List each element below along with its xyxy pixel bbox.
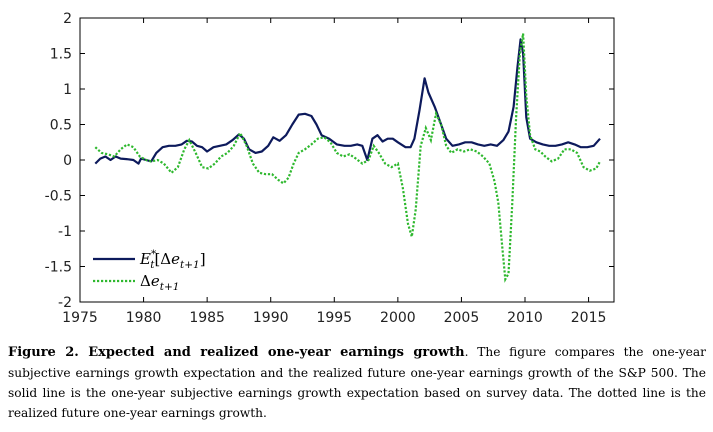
- y-tick-label: -2: [58, 295, 72, 311]
- caption-title: Figure 2. Expected and realized one-year…: [8, 345, 465, 360]
- x-tick-label: 1990: [253, 310, 289, 326]
- expected-growth-line: [94, 38, 601, 165]
- realized-growth-line: [94, 33, 601, 283]
- y-tick-label: 2: [63, 11, 72, 27]
- y-tick-label: -1.5: [45, 260, 72, 276]
- legend-label-realized: Δet+1: [140, 272, 179, 293]
- axis-ticks: [79, 17, 614, 303]
- x-tick-label: 2010: [507, 310, 543, 326]
- y-tick-label: -1: [58, 224, 72, 240]
- chart: 1975 1980 1985 1990 1995 2000 2005 2010 2015 -2 -1…: [45, 11, 615, 326]
- x-tick-label: 2005: [444, 310, 480, 326]
- legend-label-expected: E* t[Δet+1]: [139, 248, 206, 271]
- x-tick-label: 2015: [571, 310, 607, 326]
- axis-tick-labels: 1975 1980 1985 1990 1995 2000 2005 2010 2015 -2 -1…: [45, 11, 607, 326]
- x-tick-label: 1995: [316, 310, 352, 326]
- y-tick-label: 0.5: [50, 118, 72, 134]
- y-tick-label: 1.5: [50, 47, 72, 63]
- x-tick-label: 1975: [62, 310, 98, 326]
- y-tick-label: 1: [63, 82, 72, 98]
- figure-caption: Figure 2. Expected and realized one-year…: [8, 342, 706, 423]
- x-tick-label: 1980: [126, 310, 162, 326]
- y-tick-label: 0: [63, 153, 72, 169]
- x-tick-label: 1985: [189, 310, 225, 326]
- legend: E* t[Δet+1] Δet+1: [90, 245, 225, 293]
- y-tick-label: -0.5: [45, 189, 72, 205]
- caption-body: . The figure compares the one-year subje…: [8, 345, 706, 420]
- x-tick-label: 2000: [380, 310, 416, 326]
